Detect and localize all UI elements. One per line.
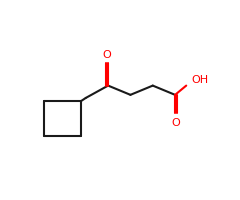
- Text: OH: OH: [191, 75, 208, 85]
- Text: O: O: [172, 118, 180, 128]
- Text: O: O: [102, 50, 111, 60]
